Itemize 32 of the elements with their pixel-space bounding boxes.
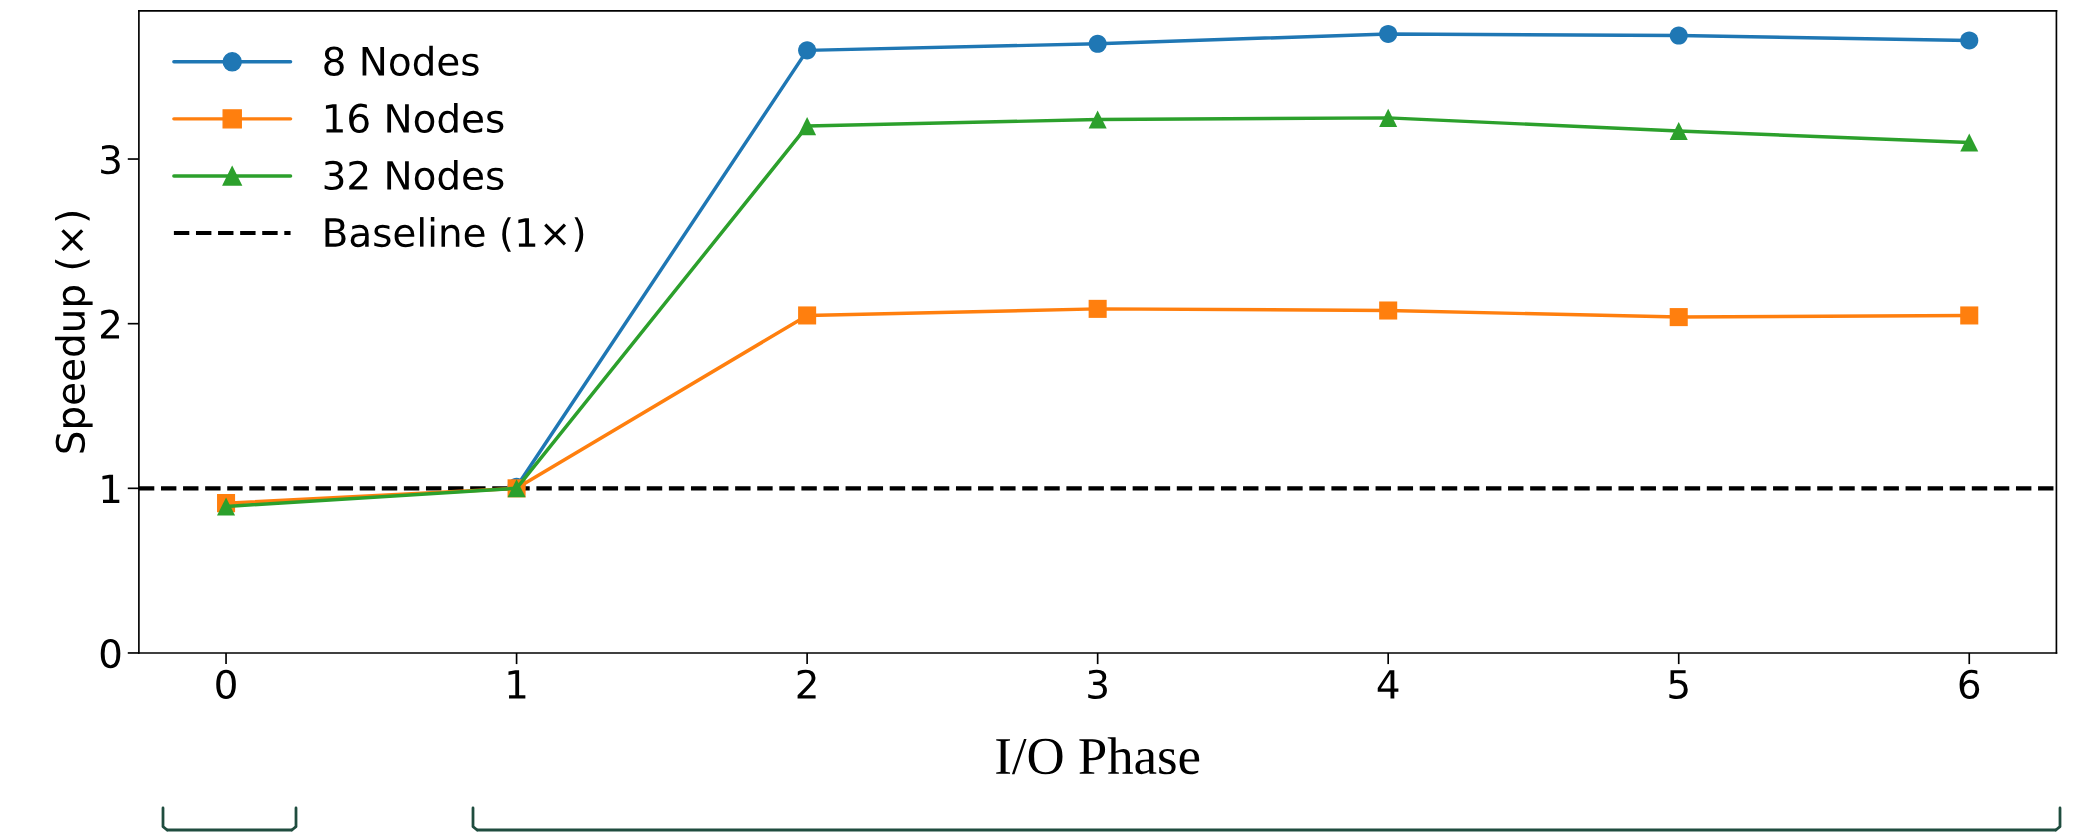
y-axis-title: Speedup (×) [54, 212, 93, 453]
x-tick-label: 0 [216, 669, 236, 700]
x-tick-label: 5 [1669, 670, 1688, 700]
point [1379, 301, 1398, 320]
x-tick-label: 3 [1088, 669, 1107, 700]
y-tick-label: 3 [101, 144, 120, 175]
point [1960, 31, 1979, 50]
point [1960, 133, 1979, 152]
x-tick-label: 1 [508, 670, 526, 699]
y-tick-label: 0 [100, 638, 121, 669]
point [1669, 26, 1688, 45]
y-tick-label: 2 [101, 309, 120, 339]
point [798, 41, 817, 60]
point [1960, 306, 1979, 325]
point [1088, 34, 1107, 53]
x-axis-title: I/O Phase [996, 737, 1200, 775]
point [1669, 308, 1688, 327]
point [798, 117, 817, 136]
legend-label: 16 Nodes [325, 102, 504, 134]
point [1088, 110, 1107, 129]
x-tick-label: 4 [1377, 670, 1399, 699]
y-tick-label: 1 [102, 474, 120, 504]
legend-label: 32 Nodes [324, 160, 504, 191]
x-tick-label: 2 [797, 669, 816, 699]
point [1669, 122, 1688, 141]
point [798, 306, 817, 325]
legend-label: Baseline (1×) [325, 217, 584, 252]
point [1379, 24, 1398, 43]
point [1379, 108, 1398, 127]
legend-label: 8 Nodes [324, 45, 479, 76]
point [1088, 299, 1107, 318]
x-tick-label: 6 [1959, 669, 1980, 700]
